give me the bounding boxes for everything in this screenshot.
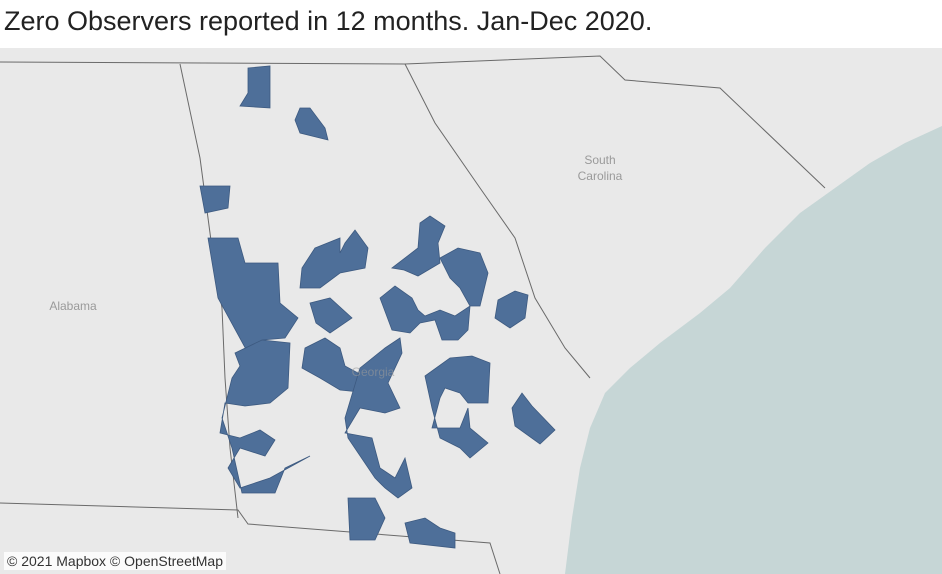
region-label: South xyxy=(584,153,615,167)
county xyxy=(404,517,456,549)
county xyxy=(347,497,386,541)
border xyxy=(179,63,239,519)
map: South Carolina Alabama Georgia xyxy=(0,48,942,574)
region-label: Carolina xyxy=(578,169,623,183)
border xyxy=(0,61,406,65)
county xyxy=(494,290,529,329)
page-title: Zero Observers reported in 12 months. Ja… xyxy=(4,6,653,36)
county xyxy=(199,185,231,214)
ocean xyxy=(565,126,942,574)
region-label: Alabama xyxy=(49,299,97,313)
county xyxy=(379,285,471,341)
county xyxy=(207,237,299,354)
county xyxy=(424,355,491,459)
county xyxy=(299,229,369,289)
border xyxy=(404,55,826,189)
county xyxy=(391,215,446,277)
county xyxy=(219,339,311,494)
county xyxy=(344,337,413,499)
border xyxy=(0,502,501,574)
county xyxy=(511,392,556,445)
counties xyxy=(199,65,556,549)
county xyxy=(239,65,271,109)
attribution: © 2021 Mapbox © OpenStreetMap xyxy=(4,552,226,570)
region-label: Georgia xyxy=(352,365,395,379)
county xyxy=(309,297,353,334)
county xyxy=(294,107,329,141)
county xyxy=(439,247,489,307)
state-borders xyxy=(0,55,826,574)
border xyxy=(404,63,591,379)
